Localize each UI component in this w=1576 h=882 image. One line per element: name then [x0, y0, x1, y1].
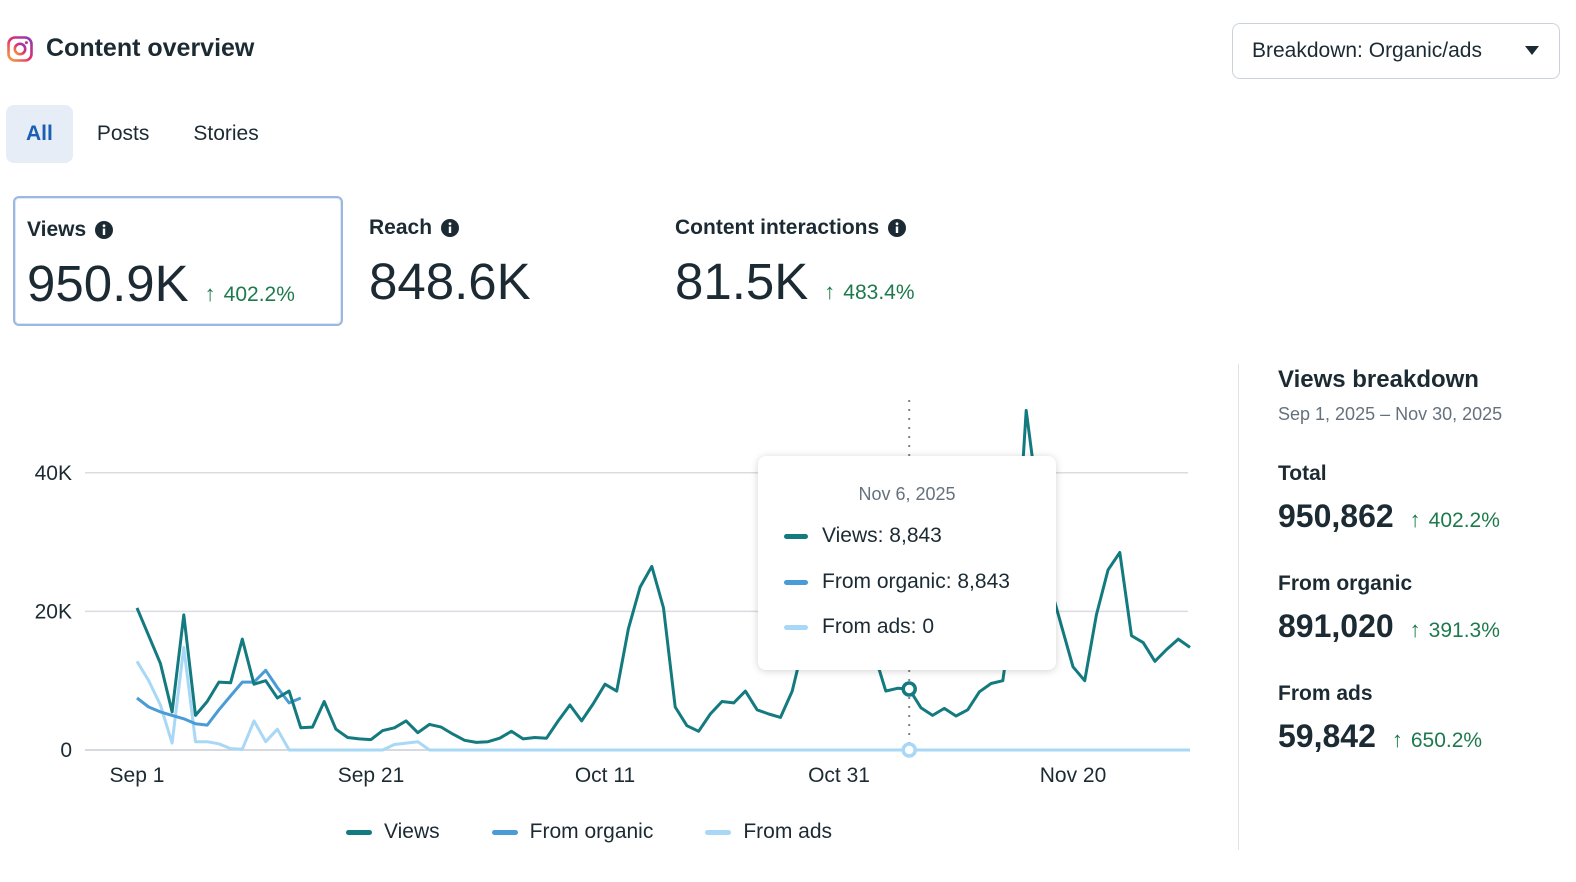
breakdown-title: Views breakdown	[1278, 366, 1479, 393]
ads-value-row: 59,842 ↑ 650.2%	[1278, 718, 1482, 755]
tab-all[interactable]: All	[6, 105, 73, 163]
tab-posts[interactable]: Posts	[96, 122, 150, 145]
arrow-up-icon: ↑	[1391, 727, 1403, 752]
ads-delta-value: 650.2%	[1410, 729, 1483, 752]
breakdown-dropdown[interactable]: Breakdown: Organic/ads	[1232, 23, 1560, 79]
tooltip-ads: From ads: 0	[822, 615, 935, 638]
arrow-up-icon: ↑	[824, 279, 836, 304]
legend-item-ads[interactable]: From ads	[705, 820, 832, 844]
y-tick-label: 20K	[35, 600, 72, 623]
info-icon[interactable]	[887, 218, 907, 238]
ads-highlight-point	[901, 742, 917, 758]
breakdown-dropdown-label: Breakdown: Organic/ads	[1252, 39, 1482, 62]
interactions-delta: ↑ 483.4%	[824, 279, 914, 305]
total-value: 950,862	[1278, 498, 1394, 534]
organic-swatch	[491, 829, 518, 835]
legend-item-organic[interactable]: From organic	[491, 820, 654, 844]
reach-metric-value-row: 848.6K	[369, 252, 531, 311]
legend-views-label: Views	[384, 820, 440, 843]
interactions-delta-value: 483.4%	[843, 281, 915, 304]
views-highlight-point	[901, 681, 917, 697]
arrow-up-icon: ↑	[204, 281, 216, 306]
interactions-metric-label-row: Content interactions	[675, 216, 907, 240]
views-metric-label: Views	[27, 218, 87, 241]
arrow-up-icon: ↑	[1409, 617, 1421, 642]
legend-organic-label: From organic	[529, 820, 654, 843]
x-tick-label: Sep 21	[338, 764, 405, 787]
views-delta-value: 402.2%	[223, 283, 295, 306]
interactions-metric-card[interactable]: Content interactions 81.5K ↑ 483.4%	[663, 196, 983, 326]
total-delta: ↑ 402.2%	[1410, 507, 1500, 533]
ads-value: 59,842	[1278, 718, 1376, 754]
total-delta-value: 402.2%	[1428, 509, 1500, 532]
instagram-icon	[7, 35, 33, 62]
views-delta: ↑ 402.2%	[205, 281, 295, 307]
views-swatch	[346, 829, 372, 835]
info-icon[interactable]	[440, 218, 460, 238]
tooltip-organic-row: From organic: 8,843	[784, 570, 1010, 594]
views-metric-value-row: 950.9K ↑ 402.2%	[27, 254, 295, 313]
page-header: Content overview	[6, 34, 254, 63]
reach-metric-label: Reach	[369, 216, 433, 239]
tooltip-date: Nov 6, 2025	[858, 484, 956, 504]
ads-swatch	[784, 624, 808, 630]
x-tick-label: Sep 1	[110, 764, 165, 787]
organic-value-row: 891,020 ↑ 391.3%	[1278, 608, 1500, 645]
ads-swatch	[705, 829, 732, 835]
interactions-metric-label: Content interactions	[675, 216, 880, 239]
organic-label: From organic	[1278, 572, 1413, 595]
reach-metric-label-row: Reach	[369, 216, 460, 240]
y-tick-label: 0	[60, 739, 72, 762]
ads-delta: ↑ 650.2%	[1392, 727, 1482, 753]
tooltip-ads-row: From ads: 0	[784, 615, 934, 639]
legend-ads-label: From ads	[743, 820, 833, 843]
organic-value: 891,020	[1278, 608, 1394, 644]
total-label: Total	[1278, 462, 1327, 485]
info-icon[interactable]	[94, 220, 114, 240]
content-tabs: All Posts Stories	[6, 105, 283, 163]
total-value-row: 950,862 ↑ 402.2%	[1278, 498, 1500, 535]
views-metric-label-row: Views	[27, 218, 114, 242]
chart-tooltip: Nov 6, 2025 Views: 8,843 From organic: 8…	[758, 456, 1056, 670]
x-tick-label: Oct 31	[808, 764, 870, 787]
x-tick-label: Oct 11	[575, 764, 635, 787]
y-tick-label: 40K	[35, 462, 72, 485]
x-tick-label: Nov 20	[1040, 764, 1107, 787]
caret-down-icon	[1525, 46, 1539, 55]
tab-stories[interactable]: Stories	[193, 122, 259, 145]
ads-series-line	[135, 645, 1190, 752]
interactions-metric-value-row: 81.5K ↑ 483.4%	[675, 252, 915, 311]
tooltip-views-row: Views: 8,843	[784, 524, 942, 548]
organic-delta: ↑ 391.3%	[1410, 617, 1500, 643]
organic-series-line	[136, 668, 302, 727]
chart-legend: Views From organic From ads	[346, 820, 884, 844]
page-title: Content overview	[46, 34, 255, 62]
reach-metric-card[interactable]: Reach 848.6K	[357, 196, 617, 326]
tooltip-views: Views: 8,843	[822, 524, 942, 547]
views-swatch	[784, 533, 808, 539]
legend-item-views[interactable]: Views	[346, 820, 440, 844]
organic-delta-value: 391.3%	[1428, 619, 1500, 642]
views-metric-card[interactable]: Views 950.9K ↑ 402.2%	[13, 196, 343, 326]
tooltip-organic: From organic: 8,843	[822, 570, 1010, 593]
organic-swatch	[784, 579, 808, 585]
reach-value: 848.6K	[369, 253, 531, 310]
views-value: 950.9K	[27, 255, 189, 312]
breakdown-date-range: Sep 1, 2025 – Nov 30, 2025	[1278, 404, 1503, 424]
ads-label: From ads	[1278, 682, 1373, 705]
arrow-up-icon: ↑	[1409, 507, 1421, 532]
panel-divider	[1238, 364, 1239, 850]
interactions-value: 81.5K	[675, 253, 809, 310]
